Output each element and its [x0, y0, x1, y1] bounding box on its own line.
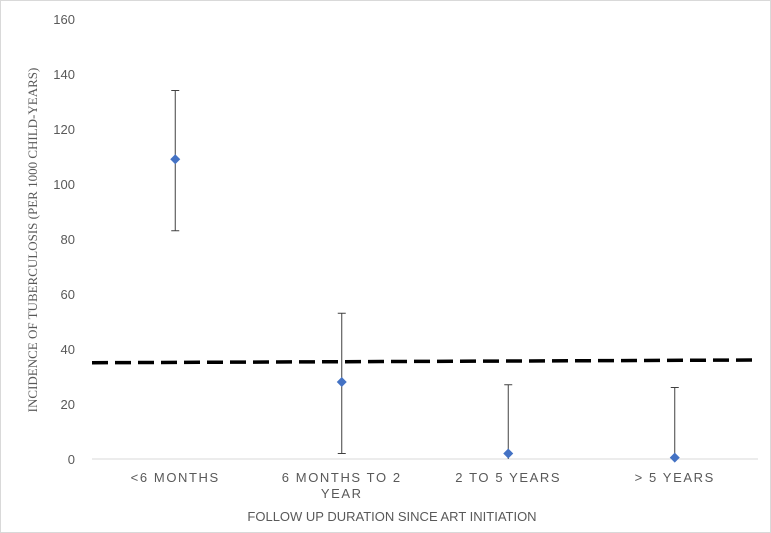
- y-tick-label: 20: [61, 397, 75, 412]
- x-category-label: 2 TO 5 YEARS: [455, 470, 561, 485]
- data-point-diamond: [170, 154, 181, 165]
- error-bars: [171, 90, 679, 459]
- error-bar: [504, 384, 513, 459]
- y-tick-label: 120: [53, 122, 75, 137]
- y-axis-ticks: 0 20 40 60 80 100 120 140 160: [53, 12, 75, 467]
- y-axis-title: INCIDENCE OF TUBERCULOSIS (PER 1000 CHIL…: [25, 68, 40, 413]
- x-category-label: <6 MONTHS: [131, 470, 220, 485]
- x-category-label: > 5 YEARS: [635, 470, 715, 485]
- y-tick-label: 40: [61, 342, 75, 357]
- y-tick-label: 100: [53, 177, 75, 192]
- x-category-label: 6 MONTHS TO 2: [282, 470, 402, 485]
- y-tick-label: 140: [53, 67, 75, 82]
- x-axis-title: FOLLOW UP DURATION SINCE ART INITIATION: [247, 509, 536, 524]
- data-point-diamond: [503, 448, 514, 459]
- y-tick-label: 160: [53, 12, 75, 27]
- error-bar: [670, 387, 679, 459]
- y-tick-label: 80: [61, 232, 75, 247]
- y-tick-label: 0: [68, 452, 75, 467]
- data-point-diamond: [336, 377, 347, 387]
- data-points: [170, 154, 680, 463]
- reference-dashed-line: [91, 358, 759, 365]
- x-category-label: YEAR: [321, 486, 363, 501]
- data-point-diamond: [669, 452, 680, 463]
- y-tick-label: 60: [61, 287, 75, 302]
